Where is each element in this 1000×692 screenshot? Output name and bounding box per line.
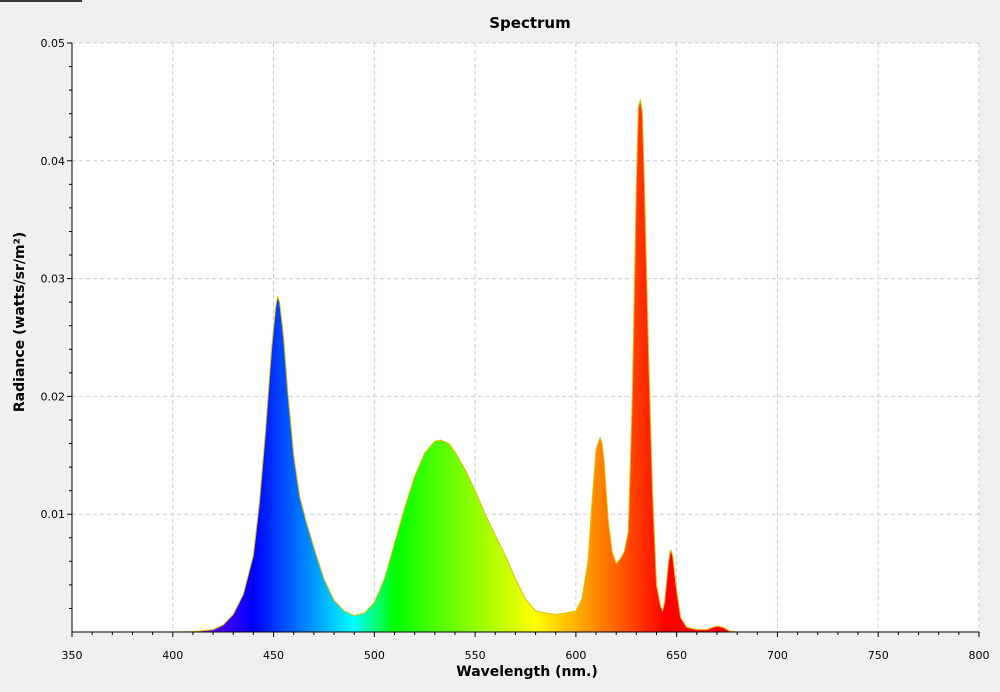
x-tick-label: 500 [364,649,385,662]
x-tick-label: 550 [465,649,486,662]
y-tick-label: 0.03 [41,273,66,286]
corner-tab [0,0,82,2]
plot-background [72,43,979,632]
y-axis-title: Radiance (watts/sr/m²) [12,232,28,412]
y-tick-label: 0.04 [41,155,66,168]
axes [71,43,979,633]
x-tick-label: 700 [767,649,788,662]
y-tick-label: 0.05 [41,37,66,50]
x-axis-title: Wavelength (nm.) [456,664,598,680]
x-tick-label: 750 [868,649,889,662]
y-tick-label: 0.01 [41,508,66,521]
ticks: 350 400 450 500 550 600 650 700 750 800 0.01 0.02 0.… [41,37,990,662]
x-tick-label: 600 [565,649,586,662]
x-tick-label: 350 [62,649,83,662]
x-tick-label: 650 [666,649,687,662]
y-tick-label: 0.02 [41,390,66,403]
x-tick-label: 800 [969,649,990,662]
grid [72,42,980,632]
spectrum-line [132,99,939,633]
chart-title: Spectrum [489,14,570,32]
x-tick-label: 400 [162,649,183,662]
x-tick-label: 450 [263,649,284,662]
